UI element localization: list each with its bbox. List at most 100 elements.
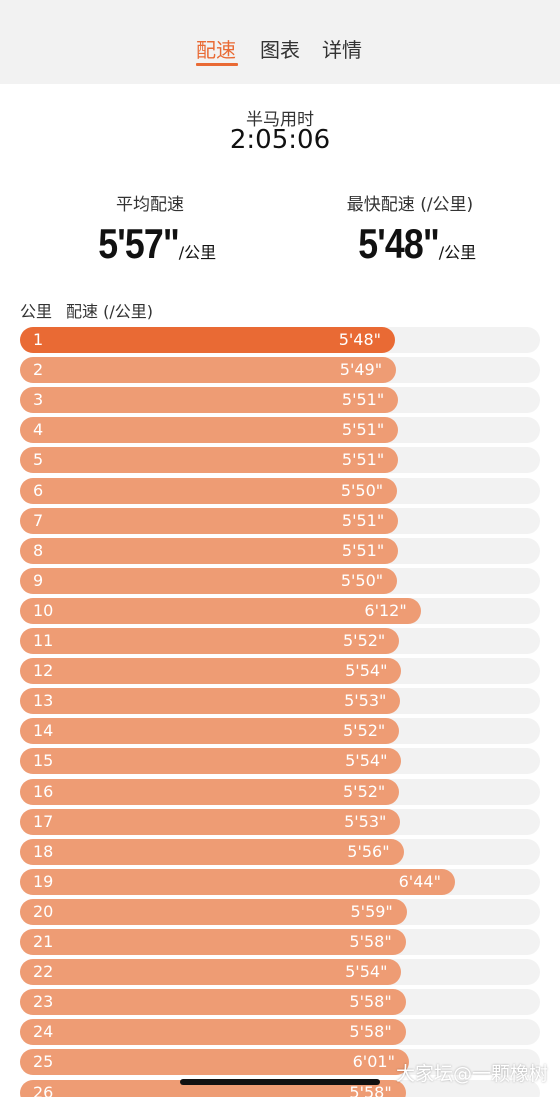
split-row: 25 6'01": [20, 1049, 540, 1076]
split-km: 5: [33, 450, 44, 470]
split-row: 11 5'52": [20, 628, 540, 654]
split-bar: [20, 447, 399, 474]
split-row: 5 5'51": [20, 447, 540, 474]
split-row: 18 5'56": [20, 838, 540, 865]
average-pace-unit: /公里: [178, 243, 217, 262]
split-bar: [20, 778, 400, 805]
split-list-header: 公里 配速 (/公里): [20, 298, 167, 322]
split-km: 1: [33, 330, 44, 349]
split-row: 10 6'12": [20, 597, 540, 624]
split-pace: 5'59": [350, 901, 393, 921]
split-row: 14 5'52": [20, 718, 540, 745]
split-row: 7 5'51": [20, 507, 540, 534]
split-bar: [20, 1049, 409, 1076]
split-pace: 5'50": [340, 570, 384, 590]
split-km: 3: [33, 390, 44, 410]
tab-details[interactable]: 详情: [322, 38, 362, 62]
home-indicator: [180, 1079, 380, 1085]
split-pace: 5'51": [341, 510, 385, 530]
fastest-pace-unit: /公里: [438, 243, 477, 262]
split-pace: 5'50": [340, 480, 384, 500]
split-km: 19: [33, 871, 54, 891]
split-pace: 5'54": [345, 661, 388, 681]
split-pace: 5'52": [342, 721, 386, 741]
half-marathon-label: 半马用时: [246, 110, 314, 130]
split-bar: [20, 1019, 406, 1046]
split-bar: [20, 898, 407, 925]
split-pace: 5'51": [341, 450, 385, 470]
split-bar: [20, 597, 421, 624]
split-km: 24: [33, 1022, 54, 1042]
watermark: 大家坛@一颗橡树: [395, 1063, 548, 1085]
split-row: 19 6'44": [20, 868, 540, 895]
split-bar: [20, 838, 404, 865]
split-bar: [20, 628, 400, 654]
split-pace: 6'12": [364, 600, 407, 620]
split-pace: 5'48": [338, 330, 381, 349]
split-row: 20 5'59": [20, 898, 540, 925]
split-km: 14: [33, 721, 54, 741]
split-row: 3 5'51": [20, 387, 540, 414]
split-km: 17: [33, 811, 54, 831]
pace-column-header: 配速 (/公里): [66, 302, 153, 321]
split-pace: 5'58": [349, 1022, 392, 1042]
split-row: 6 5'50": [20, 477, 540, 504]
split-bar: [20, 989, 406, 1016]
split-bar: [20, 718, 400, 745]
split-km: 16: [33, 781, 54, 801]
split-row: 1 5'48": [20, 327, 540, 353]
split-row: 22 5'54": [20, 959, 540, 986]
split-pace: 5'54": [345, 751, 388, 771]
split-km: 7: [33, 510, 44, 530]
split-km: 25: [33, 1052, 54, 1072]
split-bar: [20, 417, 399, 444]
tab-pace[interactable]: 配速: [196, 38, 236, 62]
split-pace: 5'53": [344, 691, 387, 711]
half-marathon-time: 2:05:06: [229, 125, 331, 155]
split-row: 12 5'54": [20, 658, 540, 685]
split-bar: [20, 567, 398, 594]
split-km: 4: [33, 420, 44, 440]
split-km: 21: [33, 932, 54, 951]
split-pace: 6'01": [352, 1052, 395, 1072]
km-column-header: 公里: [20, 302, 53, 321]
split-bar: [20, 868, 455, 895]
split-row: 23 5'58": [20, 989, 540, 1016]
split-pace: 5'58": [349, 1082, 392, 1097]
split-km: 10: [33, 600, 54, 620]
split-bar: [20, 808, 401, 835]
split-pace: 5'51": [341, 420, 385, 440]
split-row: 13 5'53": [20, 688, 540, 715]
split-bar: [20, 929, 406, 955]
split-bar: [20, 507, 399, 534]
split-pace: 6'44": [398, 871, 441, 891]
fastest-pace-number: 5'48": [358, 220, 440, 267]
split-km: 12: [33, 661, 54, 681]
average-pace-number: 5'57": [98, 220, 180, 267]
split-pace: 5'56": [347, 841, 390, 861]
fastest-pace-value: 5'48"/公里: [300, 220, 520, 268]
split-row: 26 5'58": [20, 1079, 540, 1097]
split-row: 8 5'51": [20, 537, 540, 564]
tab-chart[interactable]: 图表: [260, 38, 300, 62]
split-km: 6: [33, 480, 44, 500]
split-km: 22: [33, 962, 54, 982]
split-pace: 5'52": [342, 631, 386, 650]
split-pace: 5'51": [341, 390, 385, 410]
split-km: 2: [33, 360, 44, 380]
split-pace: 5'58": [349, 992, 392, 1012]
split-bar: [20, 688, 401, 715]
split-km: 23: [33, 992, 54, 1012]
split-bar: [20, 658, 402, 685]
average-pace-value: 5'57"/公里: [40, 220, 260, 268]
split-km: 26: [33, 1082, 54, 1097]
average-pace-label: 平均配速: [116, 195, 184, 215]
split-row: 21 5'58": [20, 929, 540, 955]
split-km: 20: [33, 901, 54, 921]
split-row: 9 5'50": [20, 567, 540, 594]
fastest-pace-label: 最快配速 (/公里): [346, 195, 474, 215]
split-row: 15 5'54": [20, 748, 540, 775]
tab-bar: 配速 图表 详情: [0, 0, 560, 84]
split-pace: 5'58": [349, 932, 392, 951]
split-pace: 5'53": [344, 811, 387, 831]
